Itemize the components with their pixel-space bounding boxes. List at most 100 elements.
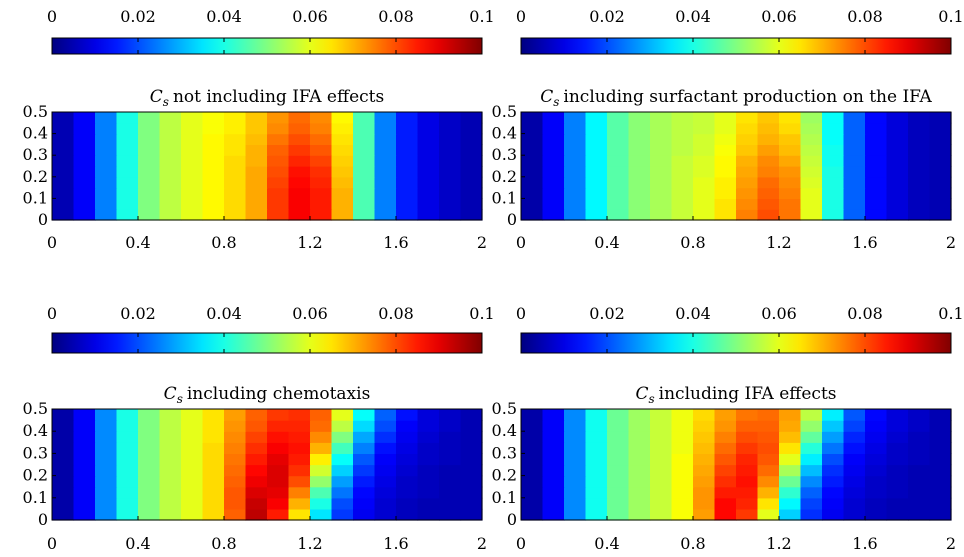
heatmap-cell bbox=[822, 133, 845, 145]
heatmap-cell bbox=[628, 187, 651, 199]
heatmap-cell bbox=[181, 112, 204, 124]
heatmap-cell bbox=[800, 420, 823, 432]
x-tick-label: 1.6 bbox=[383, 534, 408, 553]
x-tick-label: 1.2 bbox=[766, 233, 791, 252]
heatmap-cell bbox=[693, 166, 716, 178]
heatmap-cell bbox=[202, 508, 225, 521]
heatmap-cell bbox=[628, 176, 651, 189]
heatmap-cell bbox=[245, 144, 268, 156]
y-tick-label: 0.5 bbox=[492, 102, 517, 121]
heatmap-cell bbox=[564, 497, 587, 510]
heatmap-cell bbox=[138, 198, 161, 210]
heatmap-cell bbox=[865, 187, 888, 199]
heatmap-cell bbox=[800, 166, 823, 178]
x-tick-label: 1.6 bbox=[383, 233, 408, 252]
plot-frame bbox=[51, 408, 483, 521]
heatmap-cell bbox=[843, 112, 866, 124]
heatmap-cell bbox=[331, 112, 354, 124]
heatmap-cell bbox=[310, 431, 333, 443]
heatmap-cell bbox=[585, 475, 608, 488]
heatmap-cell bbox=[95, 122, 118, 135]
heatmap-cell bbox=[331, 497, 354, 510]
heatmap-cell bbox=[267, 155, 290, 167]
heatmap-cell bbox=[736, 431, 759, 443]
heatmap-cell bbox=[310, 166, 333, 178]
heatmap-cell bbox=[52, 420, 75, 432]
heatmap-cell bbox=[52, 508, 75, 521]
heatmap-cell bbox=[310, 453, 333, 466]
heatmap-cell bbox=[460, 176, 483, 189]
heatmap-cell bbox=[671, 475, 694, 488]
heatmap-cell bbox=[331, 187, 354, 199]
heatmap-cell bbox=[843, 198, 866, 210]
heatmap-cell bbox=[585, 209, 608, 221]
heatmap-cell bbox=[439, 464, 462, 477]
heatmap-cell bbox=[396, 122, 419, 135]
heatmap-cell bbox=[439, 198, 462, 210]
heatmap-cell bbox=[822, 176, 845, 189]
heatmap-cell bbox=[607, 166, 630, 178]
heatmap-cell bbox=[374, 144, 397, 156]
heatmap-cell bbox=[353, 198, 376, 210]
heatmap-cell bbox=[671, 198, 694, 210]
heatmap-cell bbox=[267, 431, 290, 443]
heatmap-cell bbox=[693, 133, 716, 145]
heatmap-cell bbox=[310, 442, 333, 454]
heatmap-cell bbox=[95, 475, 118, 488]
heatmap-cell bbox=[607, 420, 630, 432]
colorbar-tick-label: 0.06 bbox=[761, 7, 797, 26]
heatmap-cell bbox=[245, 198, 268, 210]
heatmap-cell bbox=[521, 144, 544, 156]
heatmap-cell bbox=[181, 475, 204, 488]
heatmap-cell bbox=[310, 144, 333, 156]
heatmap-cell bbox=[310, 464, 333, 477]
heatmap-cell bbox=[542, 475, 565, 488]
heatmap-cell bbox=[159, 209, 182, 221]
heatmap-cell bbox=[714, 486, 737, 499]
heatmap-cell bbox=[159, 187, 182, 199]
heatmap-cell bbox=[671, 442, 694, 454]
colorbar-tick-label: 0.1 bbox=[938, 304, 963, 323]
heatmap-cell bbox=[267, 420, 290, 432]
heatmap-cell bbox=[757, 155, 780, 167]
heatmap-cell bbox=[331, 486, 354, 499]
heatmap-cell bbox=[757, 166, 780, 178]
heatmap-cell bbox=[181, 209, 204, 221]
heatmap-cell bbox=[542, 409, 565, 421]
colorbar-tick-label: 0.08 bbox=[378, 304, 414, 323]
heatmap-cell bbox=[374, 497, 397, 510]
heatmap-cell bbox=[310, 133, 333, 145]
heatmap-cell bbox=[353, 464, 376, 477]
heatmap-cell bbox=[736, 475, 759, 488]
colorbar-tick-label: 0.08 bbox=[847, 7, 883, 26]
heatmap-cell bbox=[181, 176, 204, 189]
heatmap-cell bbox=[439, 144, 462, 156]
heatmap-cell bbox=[310, 122, 333, 135]
heatmap-cell bbox=[886, 176, 909, 189]
heatmap-cell bbox=[542, 155, 565, 167]
heatmap-cell bbox=[417, 133, 440, 145]
heatmap-cell bbox=[288, 453, 311, 466]
heatmap-cell bbox=[417, 508, 440, 521]
heatmap-cell bbox=[757, 442, 780, 454]
title-subscript: s bbox=[553, 95, 559, 109]
heatmap-cell bbox=[224, 166, 247, 178]
heatmap-cell bbox=[908, 155, 931, 167]
heatmap-cell bbox=[138, 486, 161, 499]
heatmap-cell bbox=[396, 166, 419, 178]
heatmap-cell bbox=[757, 133, 780, 145]
heatmap-cell bbox=[800, 464, 823, 477]
heatmap-cell bbox=[224, 144, 247, 156]
heatmap-cell bbox=[542, 209, 565, 221]
heatmap-cell bbox=[585, 431, 608, 443]
heatmap-cell bbox=[245, 122, 268, 135]
heatmap-cell bbox=[95, 133, 118, 145]
panel-3: 0 0.02 0.04 0.06 0.08 0.1 Cs including chemotax… bbox=[23, 304, 495, 553]
heatmap-cell bbox=[460, 442, 483, 454]
heatmap-cell bbox=[650, 209, 673, 221]
heatmap-cell bbox=[714, 155, 737, 167]
heatmap-cell bbox=[585, 187, 608, 199]
heatmap-cell bbox=[650, 166, 673, 178]
heatmap-cell bbox=[181, 464, 204, 477]
